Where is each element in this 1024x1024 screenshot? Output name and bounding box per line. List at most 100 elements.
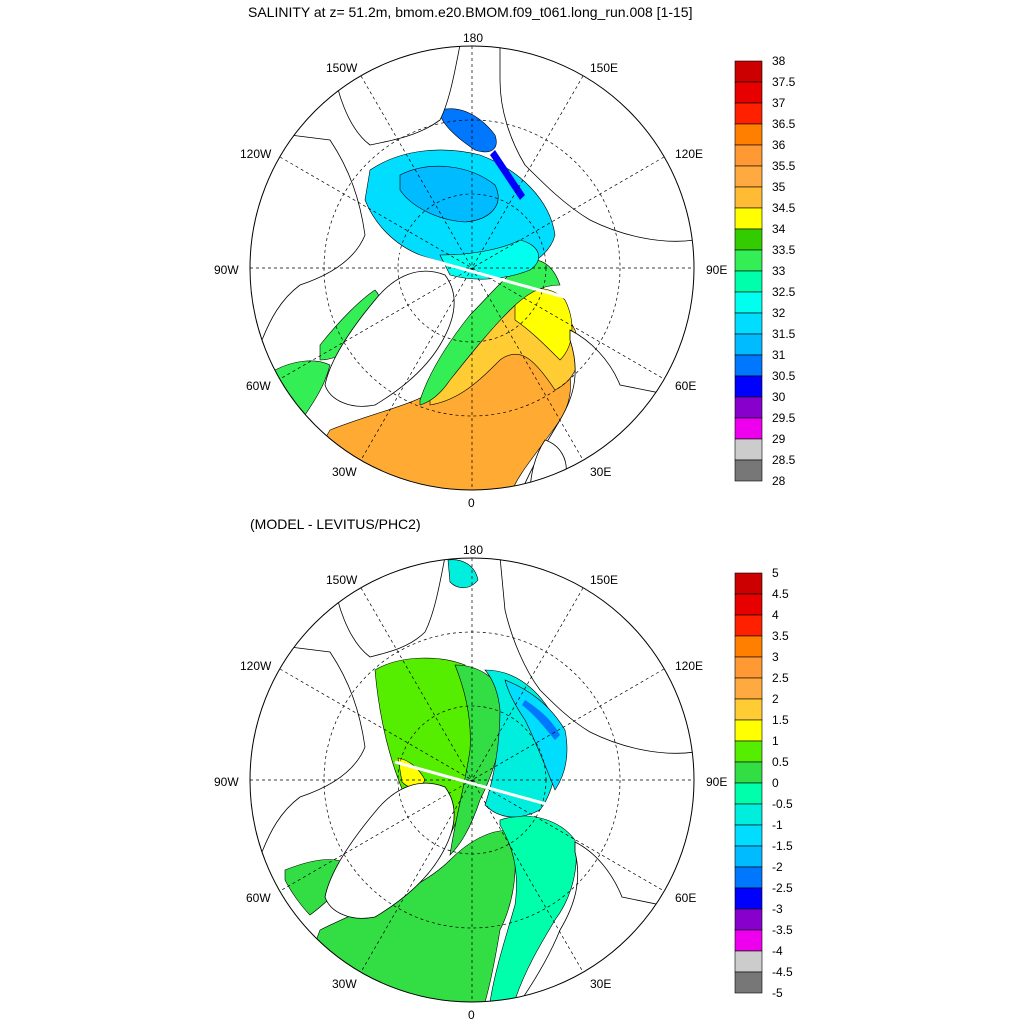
north-america-land-2 bbox=[250, 641, 366, 853]
colorbar-label: -5 bbox=[772, 986, 783, 1000]
lon-label-150w: 150W bbox=[326, 61, 358, 75]
colorbar-label: -3.5 bbox=[772, 923, 793, 937]
colorbar-label: 5 bbox=[772, 566, 779, 580]
colorbar-label: 1 bbox=[772, 734, 779, 748]
colorbar-label: 28.5 bbox=[772, 453, 796, 467]
colorbar-swatch bbox=[734, 614, 763, 637]
colorbar-swatch bbox=[734, 354, 763, 377]
colorbar-swatch bbox=[734, 291, 763, 314]
colorbar-swatch bbox=[734, 165, 763, 188]
colorbar-label: 28 bbox=[772, 474, 786, 488]
colorbar-swatch bbox=[734, 719, 763, 742]
greenland-land-2 bbox=[324, 782, 455, 919]
colorbar-label: 32 bbox=[772, 306, 786, 320]
siberian-coast-fresh bbox=[439, 108, 497, 153]
difference-map-frame bbox=[249, 557, 695, 1003]
salinity-colorbar: 38 37.5 37 36.5 36 35.5 35 34.5 34 33.5 33 32.5 32 31… bbox=[734, 54, 796, 488]
colorbar-swatch bbox=[734, 740, 763, 763]
colorbar-label: 37 bbox=[772, 96, 786, 110]
siberian-coast-strip bbox=[490, 150, 525, 200]
barents-diff-region bbox=[489, 815, 577, 1002]
colorbar-swatch bbox=[734, 228, 763, 251]
colorbar-swatch bbox=[734, 971, 763, 994]
colorbar-label: 31.5 bbox=[772, 327, 796, 341]
difference-colorbar: 5 4.5 4 3.5 3 2.5 2 1.5 1 0.5 0 -0.5 -1 -1.5 -2 -2.5 -3 -… bbox=[734, 566, 793, 1000]
colorbar-label: 0.5 bbox=[772, 755, 789, 769]
colorbar-label: 4 bbox=[772, 608, 779, 622]
difference-graticule bbox=[250, 558, 694, 1002]
colorbar-label: 1.5 bbox=[772, 713, 789, 727]
colorbar-label: 35.5 bbox=[772, 159, 796, 173]
colorbar-swatch bbox=[734, 270, 763, 293]
alaska-land-2 bbox=[329, 558, 446, 658]
salinity-title: SALINITY at z= 51.2m, bmom.e20.BMOM.f09_… bbox=[248, 4, 693, 20]
colorbar-label: 32.5 bbox=[772, 285, 796, 299]
colorbar-label: -3 bbox=[772, 902, 783, 916]
lon-label-30e: 30E bbox=[590, 465, 611, 479]
lon-label-150e-2: 150E bbox=[590, 573, 618, 587]
difference-map: 180 150E 120E 90E 60E 30E 0 30W 60W 90W … bbox=[214, 543, 793, 1022]
salinity-map-frame bbox=[249, 45, 695, 491]
colorbar-swatch bbox=[734, 186, 763, 209]
lon-label-30e-2: 30E bbox=[590, 977, 611, 991]
colorbar-swatch bbox=[734, 677, 763, 700]
colorbar-swatch bbox=[734, 123, 763, 146]
lon-label-90e-2: 90E bbox=[706, 775, 727, 789]
lon-label-180-2: 180 bbox=[463, 543, 483, 557]
colorbar-label: 34.5 bbox=[772, 201, 796, 215]
lon-label-60e-2: 60E bbox=[675, 891, 696, 905]
colorbar-swatch bbox=[734, 102, 763, 125]
lon-label-150w-2: 150W bbox=[326, 573, 358, 587]
colorbar-swatch bbox=[734, 908, 763, 931]
colorbar-swatch bbox=[734, 593, 763, 616]
colorbar-label: 31 bbox=[772, 348, 786, 362]
colorbar-swatch bbox=[734, 803, 763, 826]
colorbar-swatch bbox=[734, 635, 763, 658]
lon-label-30w-2: 30W bbox=[332, 977, 357, 991]
lon-label-0-2: 0 bbox=[468, 1008, 475, 1022]
colorbar-swatch bbox=[734, 333, 763, 356]
colorbar-label: -2 bbox=[772, 860, 783, 874]
colorbar-swatch bbox=[734, 81, 763, 104]
colorbar-label: 37.5 bbox=[772, 75, 796, 89]
lon-label-120w-2: 120W bbox=[240, 659, 272, 673]
lon-label-60w: 60W bbox=[246, 379, 271, 393]
colorbar-label: 3.5 bbox=[772, 629, 789, 643]
colorbar-swatch bbox=[734, 782, 763, 805]
colorbar-swatch bbox=[734, 824, 763, 847]
colorbar-swatch bbox=[734, 845, 763, 868]
colorbar-label: 33.5 bbox=[772, 243, 796, 257]
colorbar-label: 30.5 bbox=[772, 369, 796, 383]
colorbar-swatch bbox=[734, 207, 763, 230]
colorbar-label: 29.5 bbox=[772, 411, 796, 425]
colorbar-swatch bbox=[734, 144, 763, 167]
colorbar-label: 3 bbox=[772, 650, 779, 664]
colorbar-label: 36 bbox=[772, 138, 786, 152]
colorbar-label: -4 bbox=[772, 944, 783, 958]
colorbar-swatch bbox=[734, 887, 763, 910]
lon-label-30w: 30W bbox=[332, 465, 357, 479]
colorbar-label: 35 bbox=[772, 180, 786, 194]
colorbar-swatch bbox=[734, 761, 763, 784]
colorbar-swatch bbox=[734, 375, 763, 398]
salinity-map: 180 150E 120E 90E 60E 30E 0 30W 60W 90W … bbox=[214, 31, 796, 510]
lon-label-60e: 60E bbox=[675, 379, 696, 393]
salinity-graticule bbox=[250, 46, 694, 490]
lon-label-90e: 90E bbox=[706, 263, 727, 277]
colorbar-swatch bbox=[734, 417, 763, 440]
colorbar-swatch bbox=[734, 572, 763, 595]
colorbar-label: -1.5 bbox=[772, 839, 793, 853]
colorbar-swatch bbox=[734, 438, 763, 461]
colorbar-swatch bbox=[734, 929, 763, 952]
colorbar-label: 2 bbox=[772, 692, 779, 706]
colorbar-label: -1 bbox=[772, 818, 783, 832]
lon-label-90w: 90W bbox=[214, 263, 239, 277]
lon-label-120e-2: 120E bbox=[675, 659, 703, 673]
greenland-land bbox=[324, 270, 455, 407]
colorbar-label: 38 bbox=[772, 54, 786, 68]
colorbar-swatch bbox=[734, 312, 763, 335]
lon-label-60w-2: 60W bbox=[246, 891, 271, 905]
colorbar-swatch bbox=[734, 60, 763, 83]
colorbar-label: 36.5 bbox=[772, 117, 796, 131]
lon-label-180: 180 bbox=[463, 31, 483, 45]
